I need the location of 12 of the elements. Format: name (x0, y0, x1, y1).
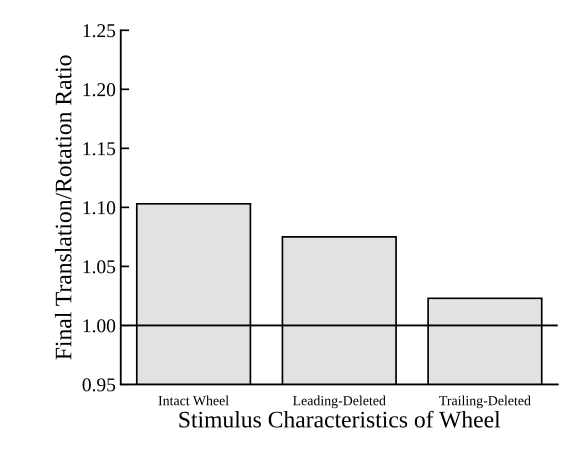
x-tick-label: Intact Wheel (158, 396, 229, 406)
x-tick-label: Leading-Deleted (292, 396, 386, 408)
y-tick-label: 1.05 (84, 260, 116, 274)
y-tick-label: 1.00 (84, 319, 116, 332)
y-tick-label: 1.25 (84, 24, 116, 38)
y-tick-label: 1.20 (84, 83, 116, 96)
y-tick-label: 0.95 (82, 378, 116, 392)
x-axis-title: Stimulus Characteristics of Wheel (179, 410, 500, 428)
x-tick-label: Trailing-Deleted (439, 396, 531, 408)
y-tick-label: 1.10 (84, 201, 116, 214)
y-tick-label: 1.15 (84, 142, 116, 156)
y-axis-title: Final Translation/Rotation Ratio (54, 55, 72, 360)
